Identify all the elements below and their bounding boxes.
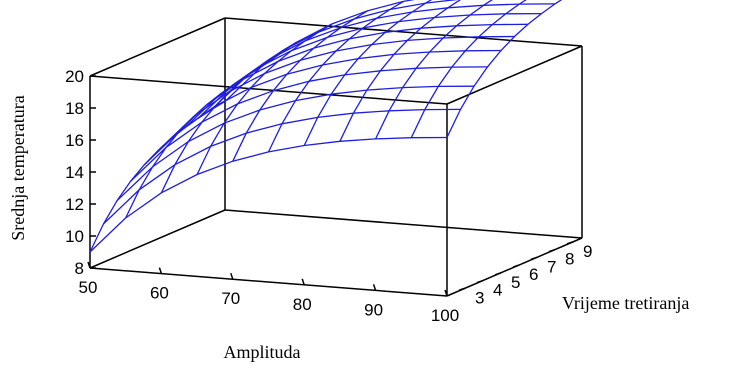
y-tick-label: 4 xyxy=(493,281,502,300)
z-axis-title: Srednja temperatura xyxy=(8,95,28,240)
y-tick-mark xyxy=(512,264,520,268)
z-tick-label: 18 xyxy=(65,99,84,118)
x-axis-title: Amplituda xyxy=(224,342,301,362)
mesh-line-x xyxy=(184,12,542,129)
x-tick-mark xyxy=(444,289,448,297)
x-tick-label: 100 xyxy=(431,306,459,325)
x-tick-label: 90 xyxy=(364,300,383,319)
box-edge xyxy=(89,267,448,297)
x-tick-mark xyxy=(301,278,305,286)
box-edge xyxy=(224,17,583,47)
box-edge xyxy=(89,209,226,269)
z-tick-label: 12 xyxy=(65,195,84,214)
x-tick-label: 60 xyxy=(150,284,169,303)
mesh-line-x xyxy=(103,108,461,225)
z-tick-label: 8 xyxy=(75,259,84,278)
y-tick-mark xyxy=(566,241,574,245)
z-tick-label: 14 xyxy=(65,163,84,182)
x-tick-mark xyxy=(372,284,377,291)
box-edge xyxy=(89,75,448,105)
mesh-line-y xyxy=(196,23,333,175)
y-tick-mark xyxy=(494,272,502,276)
y-tick-label: 8 xyxy=(565,250,574,269)
x-tick-mark xyxy=(87,261,91,269)
x-tick-label: 80 xyxy=(293,295,312,314)
box-edge xyxy=(224,209,583,239)
x-tick-label: 70 xyxy=(221,289,240,308)
y-axis-title: Vrijeme tretiranja xyxy=(562,293,689,313)
z-tick-label: 10 xyxy=(65,227,84,246)
axis-box xyxy=(89,17,583,297)
y-tick-mark xyxy=(530,256,538,261)
y-tick-mark xyxy=(476,279,484,284)
z-tick-label: 20 xyxy=(65,67,84,86)
mesh-line-y xyxy=(125,66,262,219)
mesh-line-y xyxy=(267,0,404,153)
z-tick-label: 16 xyxy=(65,131,84,150)
surface-mesh xyxy=(89,0,563,253)
x-tick-label: 50 xyxy=(79,278,98,297)
x-tick-mark xyxy=(158,267,163,274)
y-tick-mark xyxy=(548,248,556,253)
box-edge xyxy=(446,45,583,105)
mesh-line-x xyxy=(197,3,556,119)
y-tick-label: 7 xyxy=(547,257,556,276)
mesh-line-y xyxy=(446,0,563,138)
y-tick-label: 5 xyxy=(511,273,520,292)
mesh-line-y xyxy=(232,10,369,162)
mesh-line-y xyxy=(410,0,527,138)
mesh-line-y xyxy=(303,0,433,146)
mesh-line-y xyxy=(375,0,493,140)
y-tick-label: 6 xyxy=(529,265,538,284)
y-tick-mark xyxy=(458,287,466,291)
y-tick-label: 3 xyxy=(475,288,484,307)
mesh-line-y xyxy=(160,41,297,194)
mesh-line-y xyxy=(89,100,226,253)
mesh-line-x xyxy=(89,136,448,253)
box-edge xyxy=(89,17,226,77)
y-tick-label: 9 xyxy=(583,242,592,261)
mesh-line-y xyxy=(339,0,462,142)
x-tick-mark xyxy=(230,272,234,280)
